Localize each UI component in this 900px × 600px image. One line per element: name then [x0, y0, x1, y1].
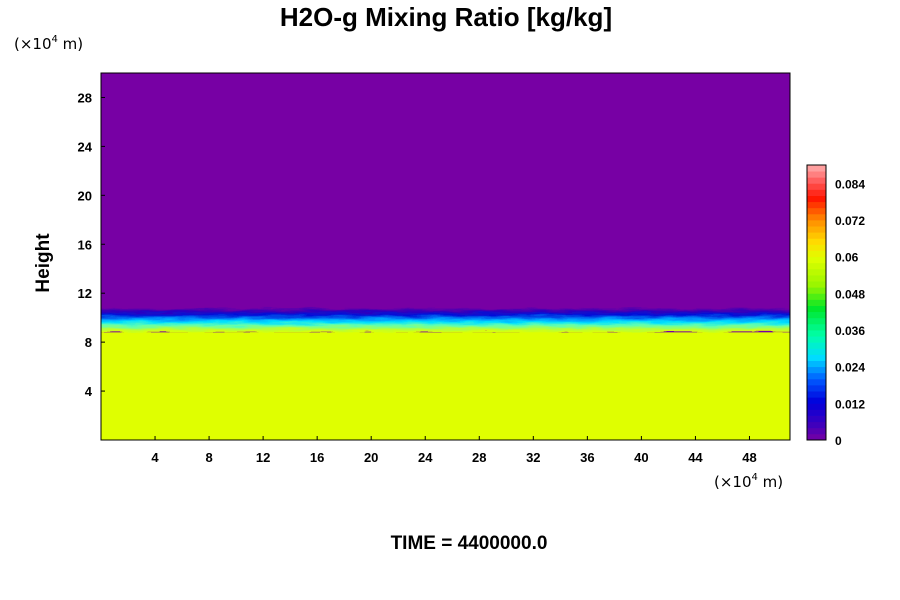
colorbar-level: [807, 427, 826, 435]
colorbar-level: [807, 391, 826, 398]
plot-area: [101, 73, 790, 440]
colorbar-level: [807, 189, 826, 196]
colorbar-level: [807, 287, 826, 294]
colorbar-level: [807, 299, 826, 306]
colorbar-level: [807, 323, 826, 331]
y-tick-label: 4: [85, 384, 93, 399]
colorbar-level: [807, 385, 826, 392]
colorbar-level: [807, 354, 826, 361]
colorbar-level: [807, 275, 826, 282]
colorbar-level: [807, 311, 826, 319]
colorbar-tick-label: 0.048: [835, 287, 865, 301]
colorbar-tick-label: 0.024: [835, 361, 865, 375]
colorbar-level: [807, 256, 826, 264]
x-tick-label: 8: [205, 450, 212, 465]
colorbar-level: [807, 305, 826, 313]
colorbar-level: [807, 378, 826, 386]
colorbar-level: [807, 250, 826, 258]
colorbar-tick-label: 0.036: [835, 324, 865, 338]
y-tick-label: 28: [78, 90, 92, 105]
y-tick-label: 20: [78, 188, 92, 203]
colorbar-ticks: 0 0.012 0.024 0.036 0.048 0.06 0.072 0.084: [835, 177, 865, 448]
x-tick-label: 44: [688, 450, 703, 465]
colorbar-level: [807, 372, 826, 380]
time-label: TIME = 4400000.0: [391, 533, 548, 554]
colorbar-level: [807, 262, 826, 270]
colorbar-level: [807, 281, 826, 288]
colorbar-tick-label: 0.012: [835, 397, 865, 411]
colorbar-level: [807, 421, 826, 429]
x-tick-label: 48: [742, 450, 756, 465]
colorbar-level: [807, 403, 826, 410]
colorbar-tick-label: 0.06: [835, 251, 859, 265]
y-tick-label: 12: [78, 286, 92, 301]
x-tick-label: 24: [418, 450, 433, 465]
colorbar-frame: [806, 164, 827, 441]
colorbar-level: [807, 232, 826, 239]
colorbar-level: [807, 317, 826, 325]
y-axis-unit: (×104 m): [14, 34, 83, 53]
lower-moist-layer: [101, 332, 790, 440]
colorbar-level: [807, 201, 826, 209]
x-axis-unit: (×104 m): [714, 472, 783, 491]
chart-title: H2O-g Mixing Ratio [kg/kg]: [280, 2, 612, 32]
colorbar-level: [807, 330, 826, 337]
colorbar-level: [807, 293, 826, 300]
x-tick-label: 12: [256, 450, 270, 465]
x-tick-label: 40: [634, 450, 648, 465]
colorbar-level: [807, 348, 826, 355]
colorbar-level: [807, 213, 826, 221]
colorbar-level: [807, 342, 826, 349]
y-tick-label: 8: [85, 335, 92, 350]
colorbar-level: [807, 165, 826, 172]
x-tick-label: 20: [364, 450, 378, 465]
x-axis-ticks: 4 8 12 16 20 24 28 32 36 40 44 48: [151, 436, 757, 465]
colorbar-level: [807, 268, 826, 276]
colorbar-tick-label: 0.072: [835, 214, 865, 228]
colorbar-level: [807, 183, 826, 190]
colorbar-level: [807, 336, 826, 343]
colorbar-level: [807, 397, 826, 404]
colorbar-level: [807, 226, 826, 233]
colorbar-level: [807, 415, 826, 423]
plot-frame: [100, 72, 791, 441]
colorbar-level: [807, 433, 826, 441]
moisture-transition-band: [101, 307, 790, 333]
y-axis-ticks: 4 8 12 16 20 24 28: [78, 90, 105, 399]
colorbar-level: [807, 195, 826, 203]
colorbar-level: [807, 360, 826, 368]
x-tick-label: 36: [580, 450, 594, 465]
x-tick-label: 28: [472, 450, 486, 465]
colorbar-level: [807, 207, 826, 215]
colorbar-level: [807, 177, 826, 184]
colorbar: [807, 165, 826, 441]
y-tick-label: 24: [78, 139, 93, 154]
colorbar-level: [807, 220, 826, 227]
x-tick-label: 16: [310, 450, 324, 465]
colorbar-tick-label: 0.084: [835, 177, 865, 191]
y-axis-label: Height: [33, 233, 54, 293]
colorbar-level: [807, 366, 826, 374]
colorbar-tick-label: 0: [835, 434, 842, 448]
y-tick-label: 16: [78, 237, 92, 252]
colorbar-level: [807, 238, 826, 245]
colorbar-level: [807, 171, 826, 178]
colorbar-level: [807, 409, 826, 416]
colorbar-level: [807, 244, 826, 251]
x-tick-label: 32: [526, 450, 540, 465]
x-tick-label: 4: [151, 450, 159, 465]
